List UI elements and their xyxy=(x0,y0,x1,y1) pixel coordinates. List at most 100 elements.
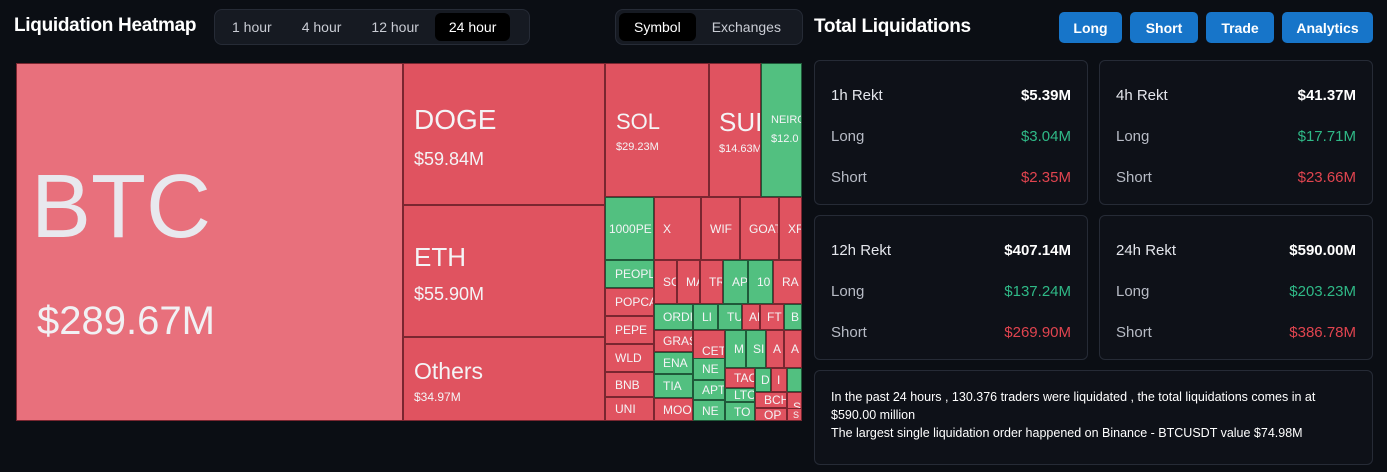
tile-doge-value: $59.84M xyxy=(414,149,485,169)
tile-btc[interactable]: BTC $289.67M xyxy=(16,63,403,421)
tile-bch[interactable]: BCH xyxy=(755,392,787,408)
tile-d[interactable]: D xyxy=(755,368,771,392)
tab-symbol[interactable]: Symbol xyxy=(619,13,696,41)
tile-neiro-symbol: NEIRO xyxy=(771,114,801,126)
tile-pepe[interactable]: PEPE xyxy=(605,316,654,344)
tile-a-2[interactable]: A xyxy=(784,330,802,368)
card-1h-short-label: Short xyxy=(831,169,867,186)
card-12h-short: $269.90M xyxy=(1004,324,1071,341)
trade-button[interactable]: Trade xyxy=(1206,12,1274,43)
tile-goat[interactable]: GOAT xyxy=(740,197,779,260)
tile-ne-2[interactable]: NE xyxy=(693,400,725,421)
card-4h: 4h Rekt $41.37M Long $17.71M Short $23.66M xyxy=(1099,60,1373,205)
tile-x[interactable]: X xyxy=(654,197,701,260)
group-by-tabs: Symbol Exchanges xyxy=(615,9,803,45)
tile-ra[interactable]: RA xyxy=(773,260,802,304)
tile-op[interactable]: OP xyxy=(755,408,787,421)
tile-btc-value: $289.67M xyxy=(37,299,215,343)
tile-xr[interactable]: XR xyxy=(779,197,802,260)
tile-ordi[interactable]: ORDI xyxy=(654,304,693,330)
tile-ne[interactable]: NE xyxy=(693,358,725,380)
card-24h-long: $203.23M xyxy=(1289,283,1356,300)
card-4h-short-label: Short xyxy=(1116,169,1152,186)
card-4h-long-label: Long xyxy=(1116,128,1150,145)
tile-si[interactable]: SI xyxy=(746,330,766,368)
tile-apt[interactable]: APT xyxy=(693,380,725,400)
tile-others-value: $34.97M xyxy=(414,390,461,404)
card-1h-short: $2.35M xyxy=(1020,169,1071,186)
tile-m[interactable]: M xyxy=(725,330,746,368)
card-24h: 24h Rekt $590.00M Long $203.23M Short $386.… xyxy=(1099,215,1373,360)
tile-sui[interactable]: SUI $14.63M xyxy=(709,63,761,197)
tile-others[interactable]: Others $34.97M xyxy=(403,337,605,421)
tile-moo[interactable]: MOO xyxy=(654,398,693,421)
summary-line-2: The largest single liquidation order hap… xyxy=(831,426,1303,440)
card-24h-total: $590.00M xyxy=(1289,242,1356,259)
card-1h-total: $5.39M xyxy=(1020,87,1071,104)
tab-24-hour[interactable]: 24 hour xyxy=(434,13,511,41)
tile-bnb[interactable]: BNB xyxy=(605,372,654,397)
card-1h: 1h Rekt $5.39M Long $3.04M Short $2.35M xyxy=(814,60,1088,205)
tile-misc[interactable] xyxy=(787,368,802,392)
tile-ap[interactable]: AP xyxy=(723,260,748,304)
tile-doge[interactable]: DOGE $59.84M xyxy=(403,63,605,205)
tile-btc-symbol: BTC xyxy=(31,157,211,257)
card-12h-long: $137.24M xyxy=(1004,283,1071,300)
card-4h-long: $17.71M xyxy=(1297,128,1356,145)
tile-i[interactable]: I xyxy=(771,368,787,392)
card-4h-total: $41.37M xyxy=(1297,87,1356,104)
tile-uni[interactable]: UNI xyxy=(605,397,654,421)
tile-neiro[interactable]: NEIRO $12.0 xyxy=(761,63,802,197)
card-24h-short: $386.78M xyxy=(1289,324,1356,341)
tile-to[interactable]: TO xyxy=(725,402,755,421)
card-12h-long-label: Long xyxy=(831,283,865,300)
card-24h-long-label: Long xyxy=(1116,283,1150,300)
card-12h: 12h Rekt $407.14M Long $137.24M Short $269.… xyxy=(814,215,1088,360)
analytics-button[interactable]: Analytics xyxy=(1282,12,1373,43)
tab-4-hour[interactable]: 4 hour xyxy=(301,19,342,35)
tile-wld[interactable]: WLD xyxy=(605,344,654,372)
tile-tac[interactable]: TAC xyxy=(725,368,755,388)
tile-sc[interactable]: SC xyxy=(654,260,677,304)
tile-tr[interactable]: TR xyxy=(700,260,723,304)
tab-1-hour[interactable]: 1 hour xyxy=(232,19,272,35)
short-button[interactable]: Short xyxy=(1130,12,1198,43)
liquidation-treemap: BTC $289.67M DOGE $59.84M ETH $55.90M Ot… xyxy=(16,63,802,421)
tile-b[interactable]: B xyxy=(784,304,802,330)
tile-sol[interactable]: SOL $29.23M xyxy=(605,63,709,197)
tile-grass[interactable]: GRAS xyxy=(654,330,693,352)
tile-1000pe[interactable]: 1000PE xyxy=(605,197,654,260)
card-24h-period: 24h Rekt xyxy=(1116,242,1177,259)
tile-s-2[interactable]: S xyxy=(787,408,802,421)
tile-eth[interactable]: ETH $55.90M xyxy=(403,205,605,337)
tile-sol-value: $29.23M xyxy=(616,141,659,153)
tile-tia[interactable]: TIA xyxy=(654,374,693,398)
tile-ltc[interactable]: LTC xyxy=(725,388,755,402)
tile-sui-symbol: SUI xyxy=(719,107,761,137)
tile-ai[interactable]: AI xyxy=(742,304,760,330)
tile-a[interactable]: A xyxy=(766,330,784,368)
card-12h-total: $407.14M xyxy=(1004,242,1071,259)
tile-sol-symbol: SOL xyxy=(616,109,661,134)
tile-tu[interactable]: TU xyxy=(718,304,742,330)
tile-popcat[interactable]: POPCA xyxy=(605,288,654,316)
card-12h-period: 12h Rekt xyxy=(831,242,892,259)
card-4h-short: $23.66M xyxy=(1297,169,1356,186)
tile-10[interactable]: 10 xyxy=(748,260,773,304)
tile-people[interactable]: PEOPL xyxy=(605,260,654,288)
tile-ena[interactable]: ENA xyxy=(654,352,693,374)
total-liquidations-title: Total Liquidations xyxy=(814,16,971,37)
long-button[interactable]: Long xyxy=(1059,12,1122,43)
tile-sui-value: $14.63M xyxy=(719,143,761,155)
card-1h-long: $3.04M xyxy=(1020,128,1071,145)
tile-neiro-value: $12.0 xyxy=(771,133,799,145)
tile-li[interactable]: LI xyxy=(693,304,718,330)
tile-wif[interactable]: WIF xyxy=(701,197,740,260)
tab-exchanges[interactable]: Exchanges xyxy=(711,19,781,35)
summary-line-1: In the past 24 hours , 130.376 traders w… xyxy=(831,390,1316,422)
tile-eth-value: $55.90M xyxy=(414,284,485,304)
tile-ma[interactable]: MA xyxy=(677,260,700,304)
tab-12-hour[interactable]: 12 hour xyxy=(371,19,419,35)
tile-ft[interactable]: FT xyxy=(760,304,784,330)
tile-eth-symbol: ETH xyxy=(414,242,466,272)
